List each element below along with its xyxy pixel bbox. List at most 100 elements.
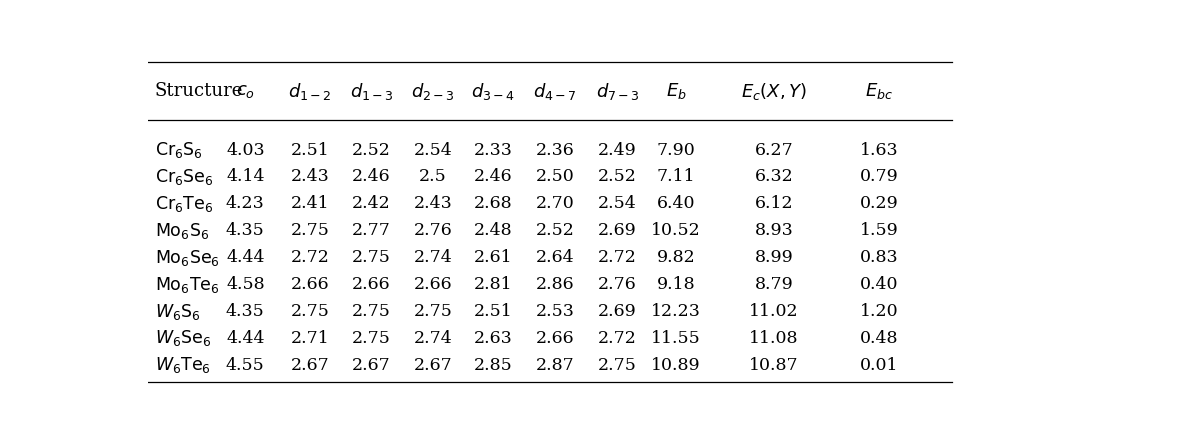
Text: 2.75: 2.75: [352, 330, 391, 347]
Text: 2.64: 2.64: [536, 249, 575, 266]
Text: 11.55: 11.55: [651, 330, 701, 347]
Text: 4.14: 4.14: [227, 168, 264, 185]
Text: $\mathrm{Mo}_6\mathrm{Te}_6$: $\mathrm{Mo}_6\mathrm{Te}_6$: [155, 274, 219, 295]
Text: 2.43: 2.43: [413, 195, 452, 212]
Text: 2.5: 2.5: [419, 168, 447, 185]
Text: 0.01: 0.01: [860, 357, 898, 374]
Text: 2.75: 2.75: [598, 357, 637, 374]
Text: $\mathrm{Cr}_6\mathrm{Se}_6$: $\mathrm{Cr}_6\mathrm{Se}_6$: [155, 167, 214, 187]
Text: $\mathit{W}_6\mathrm{Te}_6$: $\mathit{W}_6\mathrm{Te}_6$: [155, 355, 211, 375]
Text: 2.87: 2.87: [536, 357, 575, 374]
Text: 2.85: 2.85: [474, 357, 512, 374]
Text: 2.43: 2.43: [291, 168, 329, 185]
Text: 8.93: 8.93: [754, 222, 793, 239]
Text: 2.54: 2.54: [598, 195, 637, 212]
Text: $d_{2-3}$: $d_{2-3}$: [411, 81, 454, 102]
Text: 2.41: 2.41: [291, 195, 329, 212]
Text: 2.52: 2.52: [598, 168, 637, 185]
Text: 7.11: 7.11: [657, 168, 695, 185]
Text: 4.35: 4.35: [227, 222, 264, 239]
Text: 4.44: 4.44: [227, 330, 264, 347]
Text: 9.18: 9.18: [657, 276, 695, 293]
Text: 2.42: 2.42: [352, 195, 391, 212]
Text: 1.63: 1.63: [860, 142, 898, 159]
Text: 2.75: 2.75: [352, 303, 391, 320]
Text: 6.12: 6.12: [755, 195, 793, 212]
Text: 2.81: 2.81: [474, 276, 512, 293]
Text: 2.86: 2.86: [536, 276, 575, 293]
Text: 9.82: 9.82: [657, 249, 695, 266]
Text: 2.52: 2.52: [536, 222, 575, 239]
Text: 10.52: 10.52: [651, 222, 701, 239]
Text: 0.40: 0.40: [860, 276, 898, 293]
Text: 2.74: 2.74: [413, 330, 452, 347]
Text: 4.44: 4.44: [227, 249, 264, 266]
Text: 2.53: 2.53: [536, 303, 575, 320]
Text: 2.70: 2.70: [536, 195, 575, 212]
Text: 2.49: 2.49: [598, 142, 637, 159]
Text: 11.02: 11.02: [749, 303, 799, 320]
Text: $E_{bc}$: $E_{bc}$: [865, 81, 893, 101]
Text: 2.61: 2.61: [474, 249, 512, 266]
Text: 8.99: 8.99: [754, 249, 793, 266]
Text: 2.46: 2.46: [474, 168, 512, 185]
Text: $\mathit{W}_6\mathrm{Se}_6$: $\mathit{W}_6\mathrm{Se}_6$: [155, 329, 211, 348]
Text: 2.74: 2.74: [413, 249, 452, 266]
Text: $d_{7-3}$: $d_{7-3}$: [596, 81, 640, 102]
Text: $E_b$: $E_b$: [666, 81, 687, 101]
Text: 6.40: 6.40: [657, 195, 695, 212]
Text: 2.48: 2.48: [474, 222, 512, 239]
Text: 2.36: 2.36: [536, 142, 575, 159]
Text: 1.59: 1.59: [860, 222, 898, 239]
Text: 2.75: 2.75: [290, 222, 329, 239]
Text: $\mathrm{Mo}_6\mathrm{S}_6$: $\mathrm{Mo}_6\mathrm{S}_6$: [155, 221, 209, 241]
Text: 2.50: 2.50: [536, 168, 575, 185]
Text: $\mathit{W}_6\mathrm{S}_6$: $\mathit{W}_6\mathrm{S}_6$: [155, 302, 201, 322]
Text: 4.23: 4.23: [227, 195, 264, 212]
Text: 2.68: 2.68: [474, 195, 512, 212]
Text: 2.71: 2.71: [291, 330, 329, 347]
Text: 2.67: 2.67: [352, 357, 391, 374]
Text: 4.55: 4.55: [227, 357, 264, 374]
Text: 2.72: 2.72: [598, 330, 637, 347]
Text: 0.79: 0.79: [860, 168, 898, 185]
Text: 6.32: 6.32: [754, 168, 793, 185]
Text: $d_{1-2}$: $d_{1-2}$: [288, 81, 332, 102]
Text: 2.63: 2.63: [474, 330, 512, 347]
Text: $\mathrm{Cr}_6\mathrm{Te}_6$: $\mathrm{Cr}_6\mathrm{Te}_6$: [155, 194, 212, 214]
Text: 2.66: 2.66: [413, 276, 452, 293]
Text: 2.51: 2.51: [291, 142, 329, 159]
Text: 2.67: 2.67: [413, 357, 452, 374]
Text: 10.87: 10.87: [749, 357, 799, 374]
Text: 2.51: 2.51: [474, 303, 512, 320]
Text: $\mathrm{Mo}_6\mathrm{Se}_6$: $\mathrm{Mo}_6\mathrm{Se}_6$: [155, 248, 219, 268]
Text: 2.75: 2.75: [290, 303, 329, 320]
Text: $E_c(X,Y)$: $E_c(X,Y)$: [741, 81, 807, 102]
Text: 2.52: 2.52: [352, 142, 391, 159]
Text: 4.58: 4.58: [227, 276, 264, 293]
Text: 2.76: 2.76: [413, 222, 452, 239]
Text: 2.33: 2.33: [473, 142, 512, 159]
Text: 7.90: 7.90: [657, 142, 695, 159]
Text: 2.69: 2.69: [598, 222, 637, 239]
Text: 2.76: 2.76: [598, 276, 637, 293]
Text: $d_{1-3}$: $d_{1-3}$: [349, 81, 393, 102]
Text: 2.54: 2.54: [413, 142, 452, 159]
Text: $c_o$: $c_o$: [236, 82, 255, 100]
Text: 2.75: 2.75: [352, 249, 391, 266]
Text: $d_{4-7}$: $d_{4-7}$: [533, 81, 577, 102]
Text: 8.79: 8.79: [754, 276, 793, 293]
Text: 2.75: 2.75: [413, 303, 452, 320]
Text: 4.35: 4.35: [227, 303, 264, 320]
Text: 4.03: 4.03: [227, 142, 264, 159]
Text: 2.69: 2.69: [598, 303, 637, 320]
Text: 0.29: 0.29: [860, 195, 898, 212]
Text: 10.89: 10.89: [651, 357, 701, 374]
Text: 12.23: 12.23: [651, 303, 701, 320]
Text: 2.77: 2.77: [352, 222, 391, 239]
Text: 0.83: 0.83: [860, 249, 898, 266]
Text: 2.72: 2.72: [598, 249, 637, 266]
Text: 2.66: 2.66: [536, 330, 575, 347]
Text: 2.46: 2.46: [353, 168, 391, 185]
Text: 2.72: 2.72: [290, 249, 329, 266]
